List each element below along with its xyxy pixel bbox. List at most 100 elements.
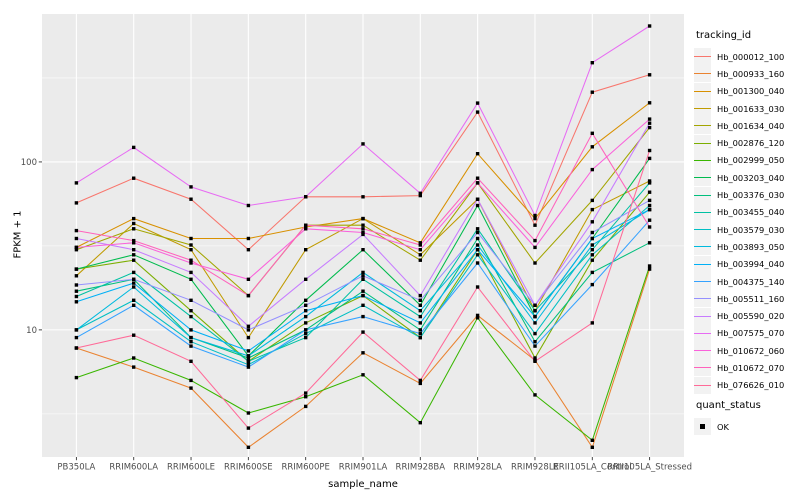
legend-key-swatch: [694, 359, 711, 377]
data-point: [418, 191, 422, 195]
data-point: [647, 203, 652, 208]
data-point: [647, 181, 652, 185]
data-point: [74, 289, 79, 293]
legend-line-icon: [694, 142, 711, 144]
legend-item-Hb_007575_070: Hb_007575_070: [694, 324, 800, 342]
data-point: [590, 207, 594, 212]
data-point: [189, 378, 193, 383]
legend-line-icon: [694, 384, 711, 386]
data-point: [590, 230, 594, 235]
legend-key-swatch: [694, 307, 711, 325]
data-point: [590, 445, 594, 449]
legend-key-swatch: [694, 324, 711, 342]
data-point: [590, 220, 594, 224]
legend-line-icon: [694, 298, 711, 300]
data-point: [361, 232, 365, 237]
data-point: [590, 258, 594, 262]
data-point: [647, 241, 652, 245]
data-point: [361, 351, 365, 355]
data-point: [132, 281, 136, 285]
legend-item-Hb_004375_140: Hb_004375_140: [694, 273, 800, 290]
legend-item-label: Hb_007575_070: [717, 328, 785, 339]
data-point: [647, 198, 652, 203]
legend-item-Hb_005590_020: Hb_005590_020: [694, 307, 800, 325]
data-point: [418, 258, 422, 262]
data-point: [418, 309, 422, 313]
data-point: [475, 101, 480, 105]
data-point: [418, 303, 422, 307]
data-point: [246, 363, 251, 367]
data-point: [361, 216, 365, 221]
legend-item-Hb_003203_040: Hb_003203_040: [694, 169, 800, 187]
data-point: [361, 223, 365, 227]
legend-item-label: Hb_003994_040: [717, 259, 785, 270]
data-point: [304, 328, 308, 332]
data-point: [74, 228, 79, 233]
data-point: [647, 24, 652, 28]
data-points: [74, 24, 652, 449]
data-point: [246, 203, 251, 208]
data-point: [132, 365, 136, 369]
legend-item-Hb_003455_040: Hb_003455_040: [694, 203, 800, 221]
data-point: [475, 227, 480, 231]
y-tick-label: 100: [21, 158, 37, 168]
data-point: [304, 321, 308, 325]
data-point: [304, 298, 308, 302]
x-tick-label: RRII105LA_Control: [553, 463, 632, 473]
x-axis-title: sample_name: [328, 479, 398, 490]
data-point: [304, 404, 308, 409]
legend-line-icon: [694, 211, 711, 213]
data-point: [361, 195, 365, 199]
legend-item-label: Hb_005590_020: [717, 311, 785, 322]
legend-item-label: Hb_002999_050: [717, 155, 785, 166]
data-point: [418, 293, 422, 298]
x-tick-label: RRIM600PE: [281, 463, 329, 473]
data-point: [74, 375, 79, 380]
data-point: [74, 300, 79, 304]
legend-key-swatch: [694, 238, 711, 256]
legend-item-Hb_003376_030: Hb_003376_030: [694, 186, 800, 204]
data-point: [132, 277, 136, 281]
data-point: [246, 328, 251, 332]
legend-key-swatch: [694, 82, 711, 100]
data-point: [533, 340, 537, 344]
data-point: [533, 245, 537, 250]
data-point: [361, 277, 365, 281]
legend-line-icon: [694, 159, 711, 161]
data-point: [418, 298, 422, 302]
legend-key-swatch: [694, 151, 711, 169]
legend2-items: OK: [694, 418, 800, 436]
data-point: [189, 270, 193, 275]
data-point: [647, 190, 652, 194]
legend-item-Hb_010672_070: Hb_010672_070: [694, 359, 800, 377]
data-point: [590, 253, 594, 257]
legend-item-label: Hb_001300_040: [717, 86, 785, 97]
data-point: [418, 241, 422, 245]
data-point: [132, 303, 136, 307]
data-point: [647, 101, 652, 105]
data-point: [304, 223, 308, 227]
data-point: [533, 359, 537, 363]
data-point: [246, 359, 251, 363]
data-point: [533, 321, 537, 325]
data-point: [418, 243, 422, 247]
data-point: [647, 73, 652, 77]
data-point: [533, 216, 537, 221]
data-point: [361, 373, 365, 377]
data-point: [304, 395, 308, 399]
data-point: [361, 289, 365, 293]
data-point: [418, 421, 422, 425]
data-point: [418, 335, 422, 340]
legend-title: tracking_id: [696, 30, 752, 41]
data-point: [647, 264, 652, 268]
legend-key-swatch: [694, 418, 711, 436]
data-point: [132, 238, 136, 243]
data-point: [189, 236, 193, 241]
data-point: [533, 303, 537, 307]
x-tick-label: RRIM928LA: [453, 463, 502, 473]
legend-key-swatch: [694, 203, 711, 221]
data-point: [189, 261, 193, 265]
legend-item-Hb_076626_010: Hb_076626_010: [694, 376, 800, 394]
data-point: [590, 248, 594, 252]
legend-line-icon: [694, 246, 711, 248]
